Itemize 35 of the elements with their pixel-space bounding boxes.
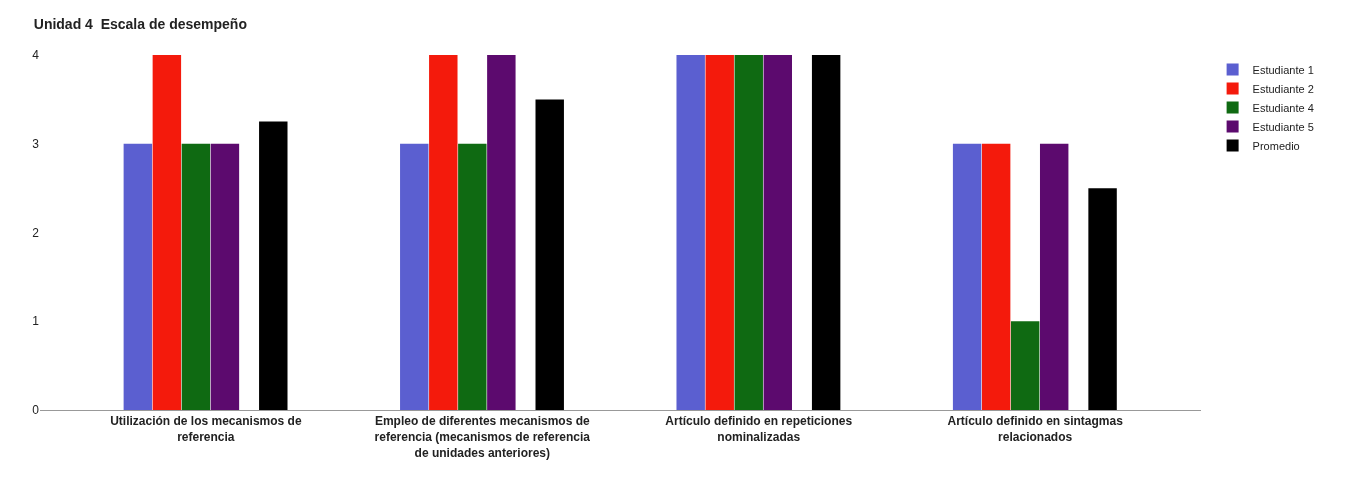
y-tick-label: 2 — [32, 225, 40, 240]
bar — [811, 55, 841, 410]
bar — [123, 143, 153, 410]
legend-label: Promedio — [1252, 139, 1300, 152]
bar — [1010, 321, 1040, 410]
bar — [734, 55, 763, 410]
legend-label: Estudiante 5 — [1252, 120, 1314, 133]
bar — [705, 55, 734, 410]
x-tick-label: Artículo definido en repeticiones nominalizadas — [665, 414, 853, 444]
y-tick-label: 0 — [32, 403, 40, 418]
x-tick-label: Empleo de diferentes mecanismos de referencia (mecanismos de referencia de unidades anteriores) — [374, 414, 591, 460]
bar — [429, 55, 458, 410]
legend-label: Estudiante 1 — [1252, 63, 1314, 76]
bar — [1088, 188, 1117, 410]
bar — [210, 143, 240, 410]
bar — [952, 143, 982, 410]
chart-title: Unidad 4 Escala de desempeño — [33, 16, 247, 33]
bar — [458, 143, 487, 410]
bar — [1039, 143, 1069, 410]
legend-label: Estudiante 2 — [1252, 82, 1314, 95]
bar — [400, 143, 429, 410]
bar — [152, 55, 182, 410]
bar — [981, 143, 1011, 410]
x-tick-label: Utilización de los mecanismos de referencia — [110, 414, 302, 444]
bar — [676, 55, 705, 410]
y-tick-label: 3 — [32, 136, 40, 151]
bar — [259, 121, 288, 410]
y-tick-label: 1 — [32, 314, 40, 329]
bar — [181, 143, 211, 410]
bar — [763, 55, 792, 410]
bar — [487, 55, 516, 410]
y-tick-label: 4 — [32, 48, 40, 63]
bar — [535, 99, 564, 410]
x-tick-label: Artículo definido en sintagmas relacionados — [947, 414, 1124, 444]
legend-label: Estudiante 4 — [1252, 101, 1314, 114]
